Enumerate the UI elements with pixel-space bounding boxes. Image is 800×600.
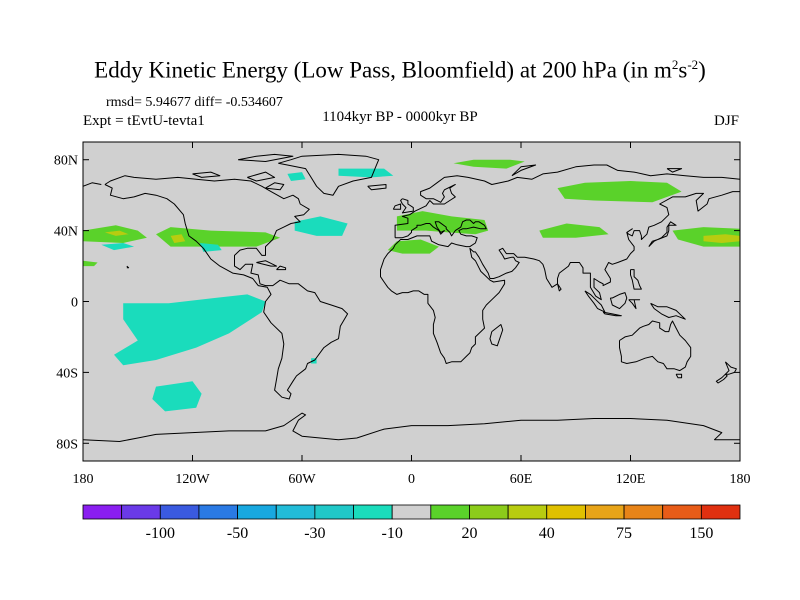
colorbar-box-1 bbox=[121, 504, 161, 520]
coastline-19 bbox=[557, 283, 562, 292]
coastline-17 bbox=[650, 302, 686, 320]
colorbar-label-6: 75 bbox=[616, 525, 632, 542]
colorbar-box-12 bbox=[546, 504, 586, 520]
coastline-5 bbox=[400, 198, 414, 214]
chart-title: Eddy Kinetic Energy (Low Pass, Bloomfiel… bbox=[94, 57, 706, 83]
colorbar-label-0: -100 bbox=[146, 525, 175, 542]
colorbar-label-2: -30 bbox=[304, 525, 325, 542]
field-region-18 bbox=[152, 381, 202, 412]
coastline-25 bbox=[238, 153, 294, 162]
coastline-21 bbox=[256, 260, 277, 267]
colorbar-box-0 bbox=[82, 504, 123, 520]
field-region-9 bbox=[294, 216, 348, 236]
colorbar-label-3: -10 bbox=[382, 525, 403, 542]
coastline-7 bbox=[367, 184, 387, 191]
coastline-12 bbox=[715, 373, 728, 384]
colorbar-box-5 bbox=[275, 504, 316, 520]
colorbar-box-11 bbox=[507, 504, 548, 520]
coastline-18 bbox=[489, 324, 504, 347]
coastline-27 bbox=[247, 171, 276, 182]
y-tick-label-4: 80S bbox=[56, 437, 78, 452]
coastline-24 bbox=[83, 412, 740, 442]
field-region-1 bbox=[104, 230, 129, 236]
y-tick-label-1: 40N bbox=[54, 225, 78, 240]
coastline-20 bbox=[630, 269, 642, 290]
coastline-26 bbox=[192, 171, 221, 178]
experiment-label: Expt = tEvtU-tevta1 bbox=[83, 113, 205, 129]
x-tick-label-3: 0 bbox=[408, 472, 415, 487]
colorbar-box-14 bbox=[623, 504, 664, 520]
colorbar-label-5: 40 bbox=[539, 525, 555, 542]
field-region-7 bbox=[287, 172, 306, 181]
field-region-11 bbox=[453, 159, 525, 169]
coastline-6 bbox=[392, 203, 402, 210]
coastline-30 bbox=[666, 168, 683, 173]
coastline-23 bbox=[126, 265, 130, 269]
field-region-8 bbox=[338, 168, 394, 178]
coastline-15 bbox=[609, 292, 628, 310]
field-region-14 bbox=[387, 239, 439, 254]
coastline-4 bbox=[380, 191, 740, 364]
colorbar-box-2 bbox=[159, 504, 200, 520]
x-tick-label-6: 180 bbox=[730, 472, 751, 487]
field-region-6 bbox=[199, 243, 222, 252]
colorbar-label-7: 150 bbox=[689, 525, 713, 542]
field-region-16 bbox=[703, 234, 740, 243]
stats-label: rmsd= 5.94677 diff= -0.534607 bbox=[106, 95, 283, 110]
field-region-3 bbox=[170, 234, 186, 243]
field-region-13 bbox=[539, 223, 609, 238]
x-tick-label-2: 60W bbox=[288, 472, 316, 487]
field-region-4 bbox=[83, 260, 98, 267]
field-region-2 bbox=[156, 227, 281, 247]
coastline-14 bbox=[602, 311, 622, 317]
colorbar-box-4 bbox=[237, 504, 277, 520]
colorbar-box-13 bbox=[585, 504, 625, 520]
colorbar-box-8 bbox=[391, 504, 432, 520]
colorbar-box-3 bbox=[198, 504, 238, 520]
coastline-11 bbox=[724, 361, 737, 375]
colorbar-box-16 bbox=[700, 504, 741, 520]
coastline-22 bbox=[276, 265, 287, 271]
coastline-8 bbox=[648, 221, 677, 247]
colorbar-box-7 bbox=[353, 504, 393, 520]
colorbar-box-10 bbox=[469, 504, 509, 520]
colorbar-label-4: 20 bbox=[461, 525, 477, 542]
x-tick-label-0: 180 bbox=[73, 472, 94, 487]
coastline-2 bbox=[394, 164, 740, 238]
coastline-3 bbox=[83, 182, 102, 187]
season-label: DJF bbox=[713, 113, 739, 129]
x-tick-label-5: 120E bbox=[616, 472, 646, 487]
coastline-16 bbox=[628, 299, 641, 310]
x-tick-label-4: 60E bbox=[510, 472, 533, 487]
coastline-28 bbox=[265, 182, 285, 191]
y-tick-label-3: 40S bbox=[56, 366, 78, 381]
colorbar-box-9 bbox=[430, 504, 470, 520]
y-tick-label-0: 80N bbox=[54, 154, 78, 169]
field-region-5 bbox=[101, 243, 135, 251]
field-region-17 bbox=[114, 294, 266, 366]
y-tick-label-2: 0 bbox=[71, 296, 78, 311]
coastline-10 bbox=[675, 373, 683, 379]
field-region-12 bbox=[557, 181, 682, 203]
colorbar-box-6 bbox=[314, 504, 354, 520]
colorbar-label-1: -50 bbox=[227, 525, 248, 542]
coastline-29 bbox=[511, 164, 537, 177]
period-label: 1104kyr BP - 0000kyr BP bbox=[322, 109, 478, 125]
x-tick-label-1: 120W bbox=[175, 472, 210, 487]
coastline-9 bbox=[619, 320, 692, 372]
colorbar-box-15 bbox=[662, 504, 702, 520]
coastline-1 bbox=[278, 153, 380, 196]
coastline-0 bbox=[104, 175, 349, 400]
